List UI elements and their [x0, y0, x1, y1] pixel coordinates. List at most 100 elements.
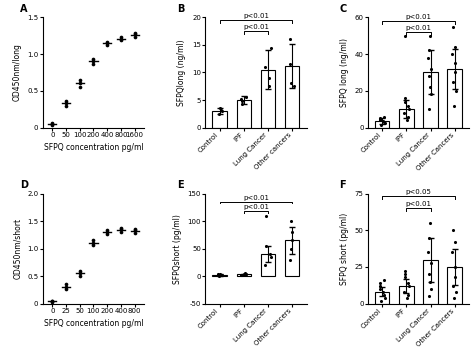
Text: D: D	[20, 180, 28, 190]
Point	[238, 98, 246, 104]
Text: p<0.01: p<0.01	[243, 195, 269, 201]
Point	[448, 51, 456, 57]
Point	[426, 106, 433, 112]
Point	[381, 120, 389, 126]
Text: p<0.01: p<0.01	[405, 25, 431, 31]
Point	[265, 83, 273, 89]
Y-axis label: SFPQlong (ng/ml): SFPQlong (ng/ml)	[177, 39, 186, 106]
Point	[103, 228, 111, 233]
Bar	[212, 275, 227, 276]
Point	[62, 284, 70, 290]
Bar	[375, 292, 390, 304]
Point	[426, 235, 433, 240]
Bar	[261, 254, 275, 276]
Point	[426, 48, 433, 53]
Point	[62, 103, 70, 108]
Point	[217, 107, 225, 113]
Point	[376, 280, 383, 286]
Point	[449, 79, 457, 84]
Y-axis label: SFPQ short (pg/ml): SFPQ short (pg/ml)	[340, 213, 349, 285]
Point	[76, 270, 83, 276]
Bar	[237, 100, 251, 127]
Point	[451, 274, 459, 280]
Text: p<0.01: p<0.01	[405, 201, 431, 207]
Point	[48, 120, 56, 126]
Point	[237, 272, 245, 278]
Y-axis label: OD450nm/long: OD450nm/long	[13, 44, 22, 102]
Point	[287, 61, 294, 67]
Point	[426, 220, 434, 226]
Point	[263, 243, 270, 248]
Point	[427, 84, 434, 90]
X-axis label: SFPQ concentration pg/ml: SFPQ concentration pg/ml	[44, 319, 143, 328]
Point	[405, 106, 413, 112]
Bar	[423, 73, 438, 127]
Point	[48, 121, 56, 127]
Point	[449, 228, 456, 233]
Point	[262, 64, 269, 70]
Point	[428, 66, 435, 72]
Y-axis label: OD450nm/short: OD450nm/short	[13, 218, 22, 279]
Point	[103, 229, 111, 235]
Point	[117, 225, 125, 230]
Point	[288, 229, 296, 235]
Point	[400, 289, 407, 295]
Point	[217, 105, 224, 111]
Point	[451, 103, 458, 108]
Point	[287, 218, 295, 224]
Point	[376, 283, 384, 289]
Point	[90, 61, 97, 66]
Bar	[261, 70, 275, 127]
Point	[62, 282, 70, 287]
Bar	[285, 240, 300, 276]
Point	[380, 292, 387, 298]
Point	[90, 238, 97, 243]
Point	[427, 286, 435, 292]
Point	[426, 73, 433, 79]
Point	[48, 122, 56, 128]
Point	[401, 95, 408, 101]
Point	[217, 272, 225, 278]
Point	[376, 116, 383, 121]
Point	[117, 229, 125, 235]
Point	[425, 55, 432, 61]
Point	[103, 39, 111, 44]
Point	[453, 289, 460, 295]
Point	[452, 239, 459, 245]
Point	[219, 108, 226, 114]
Text: E: E	[177, 180, 183, 190]
Point	[287, 257, 294, 262]
Point	[379, 289, 387, 295]
Point	[427, 279, 434, 284]
Point	[404, 292, 411, 298]
Point	[48, 298, 56, 304]
Bar	[447, 267, 462, 304]
Point	[376, 117, 384, 123]
Bar	[285, 66, 300, 127]
Point	[404, 114, 411, 119]
Point	[452, 60, 459, 66]
Point	[103, 231, 111, 237]
Point	[90, 57, 97, 62]
Point	[267, 45, 274, 51]
Point	[379, 118, 387, 124]
Point	[76, 84, 83, 90]
Point	[452, 264, 459, 270]
Point	[401, 268, 408, 274]
Point	[219, 273, 226, 278]
Point	[428, 260, 435, 265]
Bar	[212, 111, 227, 127]
Point	[217, 272, 224, 277]
Point	[449, 24, 456, 29]
Point	[241, 270, 249, 276]
Point	[76, 268, 83, 273]
Point	[48, 299, 56, 305]
Point	[131, 226, 138, 232]
Point	[425, 250, 432, 255]
Point	[401, 33, 408, 39]
Y-axis label: SFPQshort (pg/ml): SFPQshort (pg/ml)	[173, 214, 182, 283]
Point	[76, 81, 83, 86]
Point	[214, 272, 221, 277]
Point	[287, 37, 294, 42]
Point	[381, 277, 388, 283]
